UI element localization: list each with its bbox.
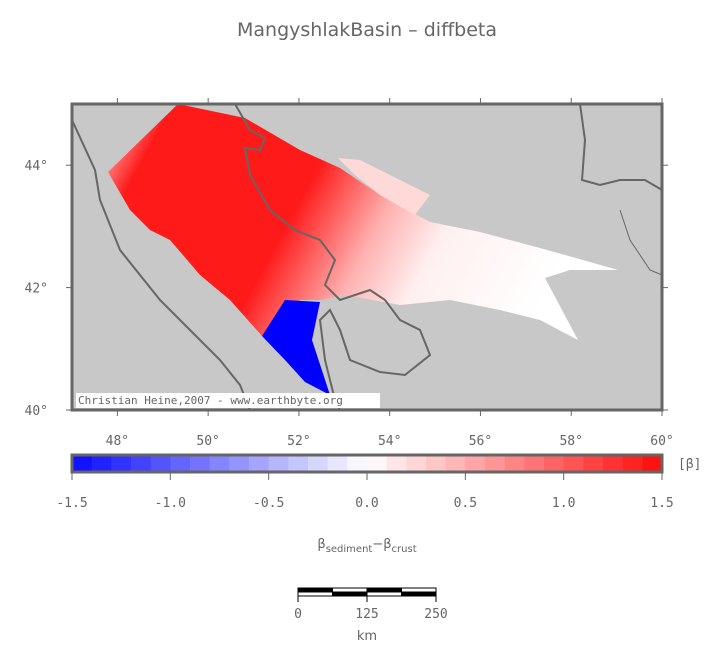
x-tick-label: 56° bbox=[469, 434, 492, 449]
colorbar-swatch bbox=[544, 455, 565, 472]
colorbar-swatch bbox=[190, 455, 211, 472]
colorbar-swatch bbox=[91, 455, 112, 472]
colorbar-swatch bbox=[583, 455, 604, 472]
scalebar-unit: km bbox=[357, 629, 377, 644]
colorbar-label: βsediment−βcrust bbox=[317, 537, 416, 555]
credit: Christian Heine,2007 - www.earthbyte.org bbox=[78, 394, 343, 407]
label-symbol: β bbox=[383, 537, 391, 552]
x-tick-label: 60° bbox=[650, 434, 673, 449]
label-symbol: β bbox=[317, 537, 325, 552]
colorbar-swatch bbox=[308, 455, 329, 472]
scalebar-tick-label: 125 bbox=[355, 607, 378, 622]
x-tick-label: 50° bbox=[196, 434, 219, 449]
colorbar-swatch bbox=[170, 455, 191, 472]
colorbar-swatch bbox=[72, 455, 93, 472]
colorbar-tick-label: -0.5 bbox=[253, 496, 284, 511]
scalebar-segment bbox=[297, 591, 333, 597]
x-tick-label: 54° bbox=[378, 434, 401, 449]
colorbar-swatch bbox=[209, 455, 230, 472]
colorbar-swatch bbox=[386, 455, 407, 472]
colorbar-tick-label: 0.0 bbox=[355, 496, 378, 511]
scalebar-tick-label: 250 bbox=[424, 607, 447, 622]
colorbar-swatch bbox=[150, 455, 171, 472]
scalebar-tick-label: 0 bbox=[294, 607, 302, 622]
scalebar-segment bbox=[332, 587, 368, 593]
colorbar-swatch bbox=[406, 455, 427, 472]
scalebar-segment bbox=[297, 587, 333, 593]
colorbar-tick-label: 1.0 bbox=[552, 496, 575, 511]
colorbar-swatch bbox=[347, 455, 368, 472]
colorbar-unit: [β] bbox=[678, 457, 701, 472]
colorbar-swatch bbox=[229, 455, 250, 472]
colorbar-swatch bbox=[622, 455, 643, 472]
scalebar-segment bbox=[332, 591, 368, 597]
scalebar-segment bbox=[401, 587, 437, 593]
x-tick-label: 52° bbox=[287, 434, 310, 449]
label-operator: − bbox=[372, 537, 383, 552]
colorbar-swatch bbox=[327, 455, 348, 472]
colorbar-swatch bbox=[445, 455, 466, 472]
colorbar-swatch bbox=[367, 455, 388, 472]
colorbar-swatch bbox=[131, 455, 152, 472]
colorbar-tick-label: 1.5 bbox=[650, 496, 673, 511]
colorbar-tick-label: 0.5 bbox=[454, 496, 477, 511]
credit-box bbox=[76, 393, 380, 408]
beta-field-negative bbox=[262, 300, 330, 395]
beta-field bbox=[108, 104, 618, 340]
colorbar-swatch bbox=[111, 455, 132, 472]
colorbar-tick-label: -1.0 bbox=[155, 496, 186, 511]
x-tick-label: 48° bbox=[106, 434, 129, 449]
beta-field-gulf bbox=[338, 158, 430, 215]
scalebar-segment bbox=[366, 591, 402, 597]
y-tick-label: 42° bbox=[25, 282, 48, 297]
map-frame bbox=[70, 102, 664, 412]
colorbar-swatch bbox=[249, 455, 270, 472]
colorbar-tick-label: -1.5 bbox=[56, 496, 87, 511]
colorbar-swatch bbox=[524, 455, 545, 472]
label-subscript: sediment bbox=[326, 544, 373, 555]
colorbar-swatch bbox=[465, 455, 486, 472]
colorbar-swatch bbox=[268, 455, 289, 472]
scalebar-segment bbox=[401, 591, 437, 597]
colorbar-swatch bbox=[288, 455, 309, 472]
colorbar-swatch bbox=[504, 455, 525, 472]
colorbar-swatch bbox=[603, 455, 624, 472]
colorbar-swatch bbox=[563, 455, 584, 472]
title: MangyshlakBasin – diffbeta bbox=[237, 19, 497, 41]
x-tick-label: 58° bbox=[559, 434, 582, 449]
colorbar-swatch bbox=[642, 455, 663, 472]
y-tick-label: 40° bbox=[25, 404, 48, 419]
scalebar-segment bbox=[366, 587, 402, 593]
colorbar-swatch bbox=[426, 455, 447, 472]
colorbar-swatch bbox=[485, 455, 506, 472]
y-tick-label: 44° bbox=[25, 159, 48, 174]
coastlines bbox=[71, 103, 663, 411]
label-subscript: crust bbox=[392, 544, 417, 555]
